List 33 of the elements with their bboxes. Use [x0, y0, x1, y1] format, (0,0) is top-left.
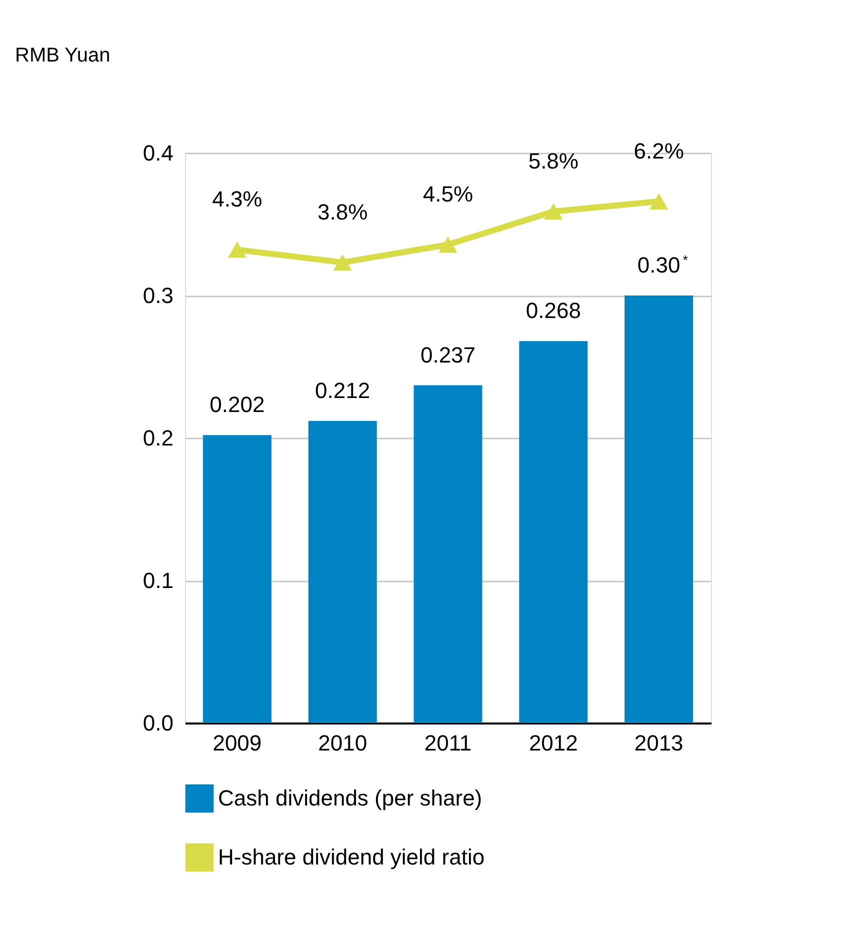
x-tick-label: 2010 — [318, 730, 368, 756]
data-label: 0.30* — [637, 252, 688, 278]
data-label: 4.5% — [422, 182, 474, 207]
legend-label: H-share dividend yield ratio — [218, 844, 485, 870]
bar — [624, 296, 694, 723]
data-label: 3.8% — [318, 199, 368, 224]
y-tick-label: 0.3 — [142, 283, 174, 308]
data-label: 6.2% — [634, 138, 684, 164]
y-tick-label: 0.0 — [142, 710, 174, 736]
point — [544, 203, 563, 220]
point — [333, 254, 352, 271]
bar — [414, 385, 482, 723]
y-tick-label: 0.2 — [142, 426, 174, 450]
bar — [308, 420, 377, 723]
y-tick-label: 0.4 — [142, 140, 174, 166]
x-tick-label: 2013 — [634, 730, 684, 756]
x-tick-label: 2009 — [212, 730, 262, 756]
bar — [202, 435, 272, 723]
bar — [519, 341, 588, 723]
y-axis-title: RMB Yuan — [15, 44, 110, 66]
y-tick-label: 0.1 — [142, 568, 174, 593]
point — [649, 193, 668, 210]
data-label: 4.3% — [212, 186, 262, 212]
data-label: 0.202 — [210, 392, 265, 418]
x-tick-label: 2012 — [528, 730, 578, 756]
x-tick-label: 2011 — [424, 730, 472, 756]
data-label: 0.212 — [315, 378, 370, 403]
point — [228, 242, 247, 258]
data-label: 0.237 — [420, 342, 476, 368]
point — [438, 236, 458, 253]
legend-label: Cash dividends (per share) — [218, 786, 482, 810]
data-label: 5.8% — [528, 148, 578, 174]
data-label: 0.268 — [526, 298, 581, 324]
